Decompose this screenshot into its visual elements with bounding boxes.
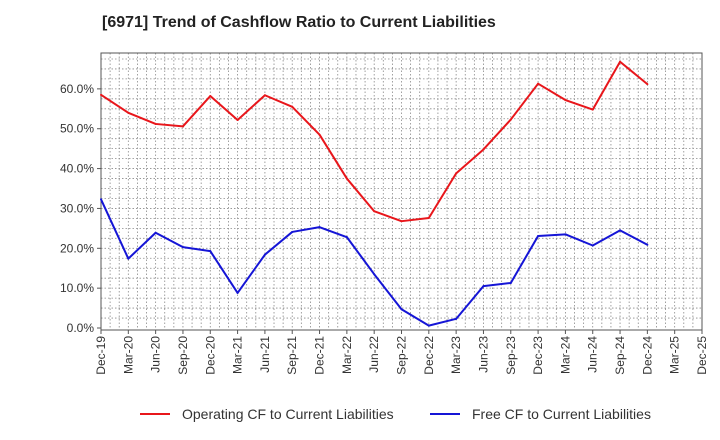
data-point	[455, 172, 458, 175]
data-point	[345, 177, 348, 180]
data-point	[564, 233, 567, 236]
x-tick-label: Sep-24	[613, 336, 627, 375]
data-point	[209, 95, 212, 98]
x-tick-label: Mar-22	[340, 336, 354, 374]
data-point	[455, 317, 458, 320]
data-point	[127, 257, 130, 260]
data-point	[100, 198, 102, 201]
x-tick-label: Jun-21	[258, 336, 272, 373]
data-point	[373, 210, 376, 213]
y-tick-label: 0.0%	[67, 321, 95, 335]
y-tick-label: 20.0%	[60, 241, 94, 255]
data-point	[646, 243, 649, 246]
data-point	[509, 281, 512, 284]
x-tick-label: Jun-22	[367, 336, 381, 373]
data-point	[318, 133, 321, 136]
x-tick-label: Mar-21	[231, 336, 245, 374]
x-tick-label: Sep-23	[504, 336, 518, 375]
data-point	[373, 273, 376, 276]
data-point	[291, 105, 294, 108]
data-point	[345, 236, 348, 239]
data-point	[619, 60, 622, 63]
data-point	[427, 217, 430, 220]
data-point	[209, 250, 212, 253]
data-point	[318, 226, 321, 229]
data-point	[236, 118, 239, 121]
data-point	[482, 285, 485, 288]
x-tick-label: Mar-23	[449, 336, 463, 374]
data-point	[154, 231, 157, 234]
data-point	[400, 220, 403, 223]
x-tick-label: Jun-24	[586, 336, 600, 373]
x-tick-label: Dec-25	[695, 336, 709, 375]
x-tick-label: Jun-23	[476, 336, 490, 373]
x-tick-label: Dec-22	[422, 336, 436, 375]
data-point	[154, 122, 157, 125]
legend-label-1: Operating CF to Current Liabilities	[182, 406, 394, 422]
legend-label-2: Free CF to Current Liabilities	[472, 406, 651, 422]
data-point	[427, 324, 430, 327]
data-point	[619, 229, 622, 232]
data-point	[263, 94, 266, 97]
x-tick-label: Mar-25	[668, 336, 682, 374]
y-tick-label: 30.0%	[60, 201, 94, 215]
data-point	[564, 99, 567, 102]
y-tick-label: 50.0%	[60, 122, 94, 136]
x-tick-label: Dec-20	[203, 336, 217, 375]
data-point	[591, 108, 594, 111]
chart-title: [6971] Trend of Cashflow Ratio to Curren…	[102, 14, 496, 31]
data-point	[236, 291, 239, 294]
data-point	[181, 246, 184, 249]
data-point	[482, 148, 485, 151]
data-point	[646, 83, 649, 86]
x-tick-label: Sep-21	[285, 336, 299, 375]
x-tick-label: Jun-20	[149, 336, 163, 373]
data-point	[127, 111, 130, 114]
data-point	[100, 93, 102, 96]
y-tick-label: 10.0%	[60, 281, 94, 295]
data-point	[400, 308, 403, 311]
x-tick-label: Mar-20	[121, 336, 135, 374]
data-point	[537, 82, 540, 85]
data-point	[291, 230, 294, 233]
data-point	[591, 244, 594, 247]
x-tick-label: Mar-24	[558, 336, 572, 374]
data-point	[509, 118, 512, 121]
data-point	[263, 253, 266, 256]
data-point	[181, 125, 184, 128]
y-tick-label: 60.0%	[60, 82, 94, 96]
x-tick-label: Sep-22	[395, 336, 409, 375]
x-tick-label: Dec-24	[640, 336, 654, 375]
y-tick-label: 40.0%	[60, 162, 94, 176]
data-point	[537, 234, 540, 237]
x-tick-label: Sep-20	[176, 336, 190, 375]
x-tick-label: Dec-23	[531, 336, 545, 375]
x-tick-label: Dec-21	[313, 336, 327, 375]
x-tick-label: Dec-19	[94, 336, 108, 375]
